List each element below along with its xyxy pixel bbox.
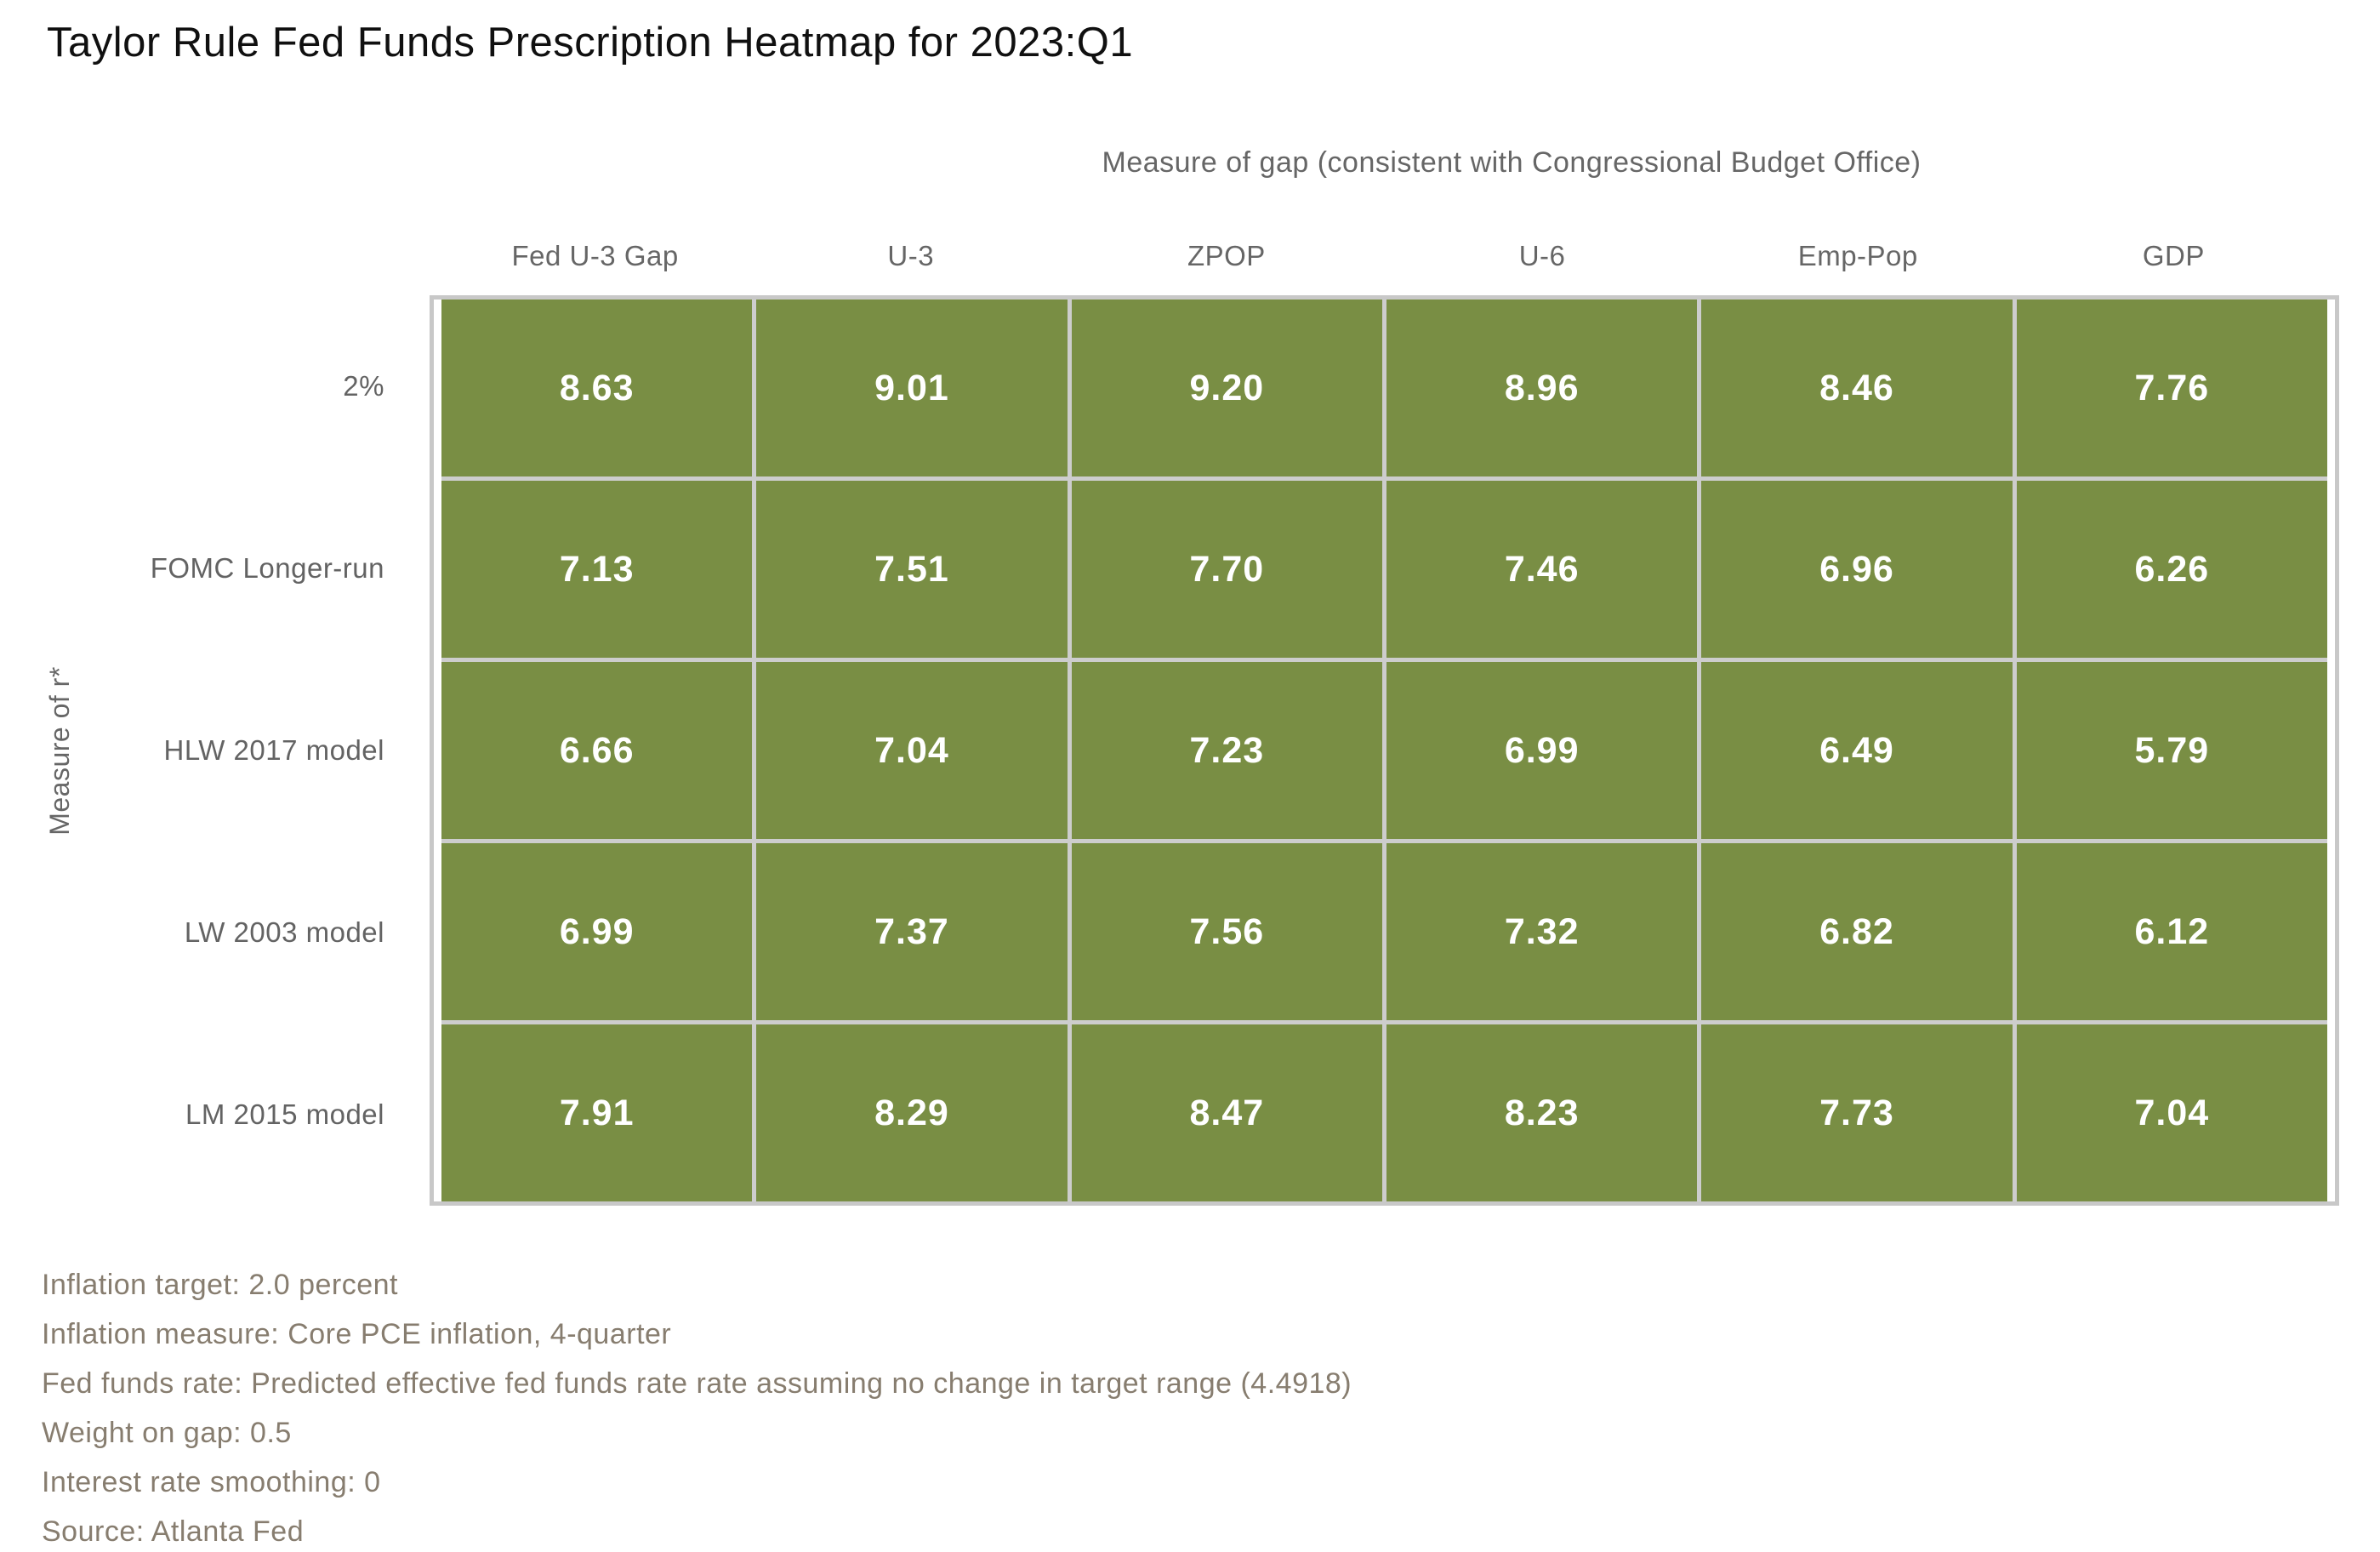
heatmap-cell: 7.56 xyxy=(1071,843,1382,1020)
heatmap-cell: 7.70 xyxy=(1071,481,1382,658)
footnote-line: Fed funds rate: Predicted effective fed … xyxy=(42,1367,1352,1400)
heatmap-cell: 5.79 xyxy=(2016,662,2327,839)
heatmap-cell: 7.04 xyxy=(756,662,1068,839)
column-headers: Fed U-3 Gap U-3 ZPOP U-6 Emp-Pop GDP xyxy=(430,231,2339,281)
heatmap-cell: 7.76 xyxy=(2016,300,2327,476)
row-label: FOMC Longer-run xyxy=(150,552,384,584)
heatmap-cell: 8.63 xyxy=(441,300,753,476)
footnote-line: Inflation measure: Core PCE inflation, 4… xyxy=(42,1318,672,1350)
row-label: LW 2003 model xyxy=(184,916,384,948)
column-header: U-3 xyxy=(887,240,935,271)
heatmap-cell: 6.99 xyxy=(441,843,753,1020)
column-header: GDP xyxy=(2142,240,2205,271)
footnote-line: Weight on gap: 0.5 xyxy=(42,1417,292,1449)
heatmap-cell: 7.13 xyxy=(441,481,753,658)
footnotes: Inflation target: 2.0 percent Inflation m… xyxy=(42,1260,1352,1552)
heatmap-cell: 7.37 xyxy=(756,843,1068,1020)
footnote-line: Interest rate smoothing: 0 xyxy=(42,1466,381,1498)
row-label: HLW 2017 model xyxy=(163,734,384,766)
heatmap-cell: 6.12 xyxy=(2016,843,2327,1020)
heatmap-cell: 7.23 xyxy=(1071,662,1382,839)
footnote-line: Inflation target: 2.0 percent xyxy=(42,1269,398,1301)
column-header: Fed U-3 Gap xyxy=(511,240,679,271)
x-axis-title: Measure of gap (consistent with Congress… xyxy=(1102,146,1922,179)
heatmap-cell: 8.96 xyxy=(1386,300,1698,476)
column-header: U-6 xyxy=(1518,240,1566,271)
column-header: Emp-Pop xyxy=(1797,240,1918,271)
heatmap-cell: 6.82 xyxy=(1701,843,2013,1020)
heatmap-cell: 8.29 xyxy=(756,1024,1068,1201)
footnote-line: Source: Atlanta Fed xyxy=(42,1515,305,1548)
heatmap-cell: 7.73 xyxy=(1701,1024,2013,1201)
row-label: LM 2015 model xyxy=(185,1098,384,1130)
heatmap-cell: 7.32 xyxy=(1386,843,1698,1020)
column-header: ZPOP xyxy=(1187,240,1266,271)
heatmap-cell: 7.46 xyxy=(1386,481,1698,658)
chart-title: Taylor Rule Fed Funds Prescription Heatm… xyxy=(47,20,1134,66)
heatmap-cell: 7.51 xyxy=(756,481,1068,658)
heatmap-cell: 8.46 xyxy=(1701,300,2013,476)
heatmap-cell: 9.01 xyxy=(756,300,1068,476)
heatmap-cell: 6.66 xyxy=(441,662,753,839)
heatmap-cell: 6.49 xyxy=(1701,662,2013,839)
heatmap-cell: 6.99 xyxy=(1386,662,1698,839)
row-labels: 2% FOMC Longer-run HLW 2017 model LW 2003 m… xyxy=(0,295,384,1206)
heatmap-cell: 7.91 xyxy=(441,1024,753,1201)
row-label: 2% xyxy=(343,370,384,402)
heatmap-cell: 7.04 xyxy=(2016,1024,2327,1201)
heatmap-cell: 6.96 xyxy=(1701,481,2013,658)
heatmap-cell: 6.26 xyxy=(2016,481,2327,658)
heatmap-cell: 8.23 xyxy=(1386,1024,1698,1201)
heatmap-cell: 8.47 xyxy=(1071,1024,1382,1201)
heatmap-cell: 9.20 xyxy=(1071,300,1382,476)
heatmap-grid: 8.63 9.01 9.20 8.96 8.46 7.76 7.13 7.51 7.70 7.46… xyxy=(430,295,2339,1206)
